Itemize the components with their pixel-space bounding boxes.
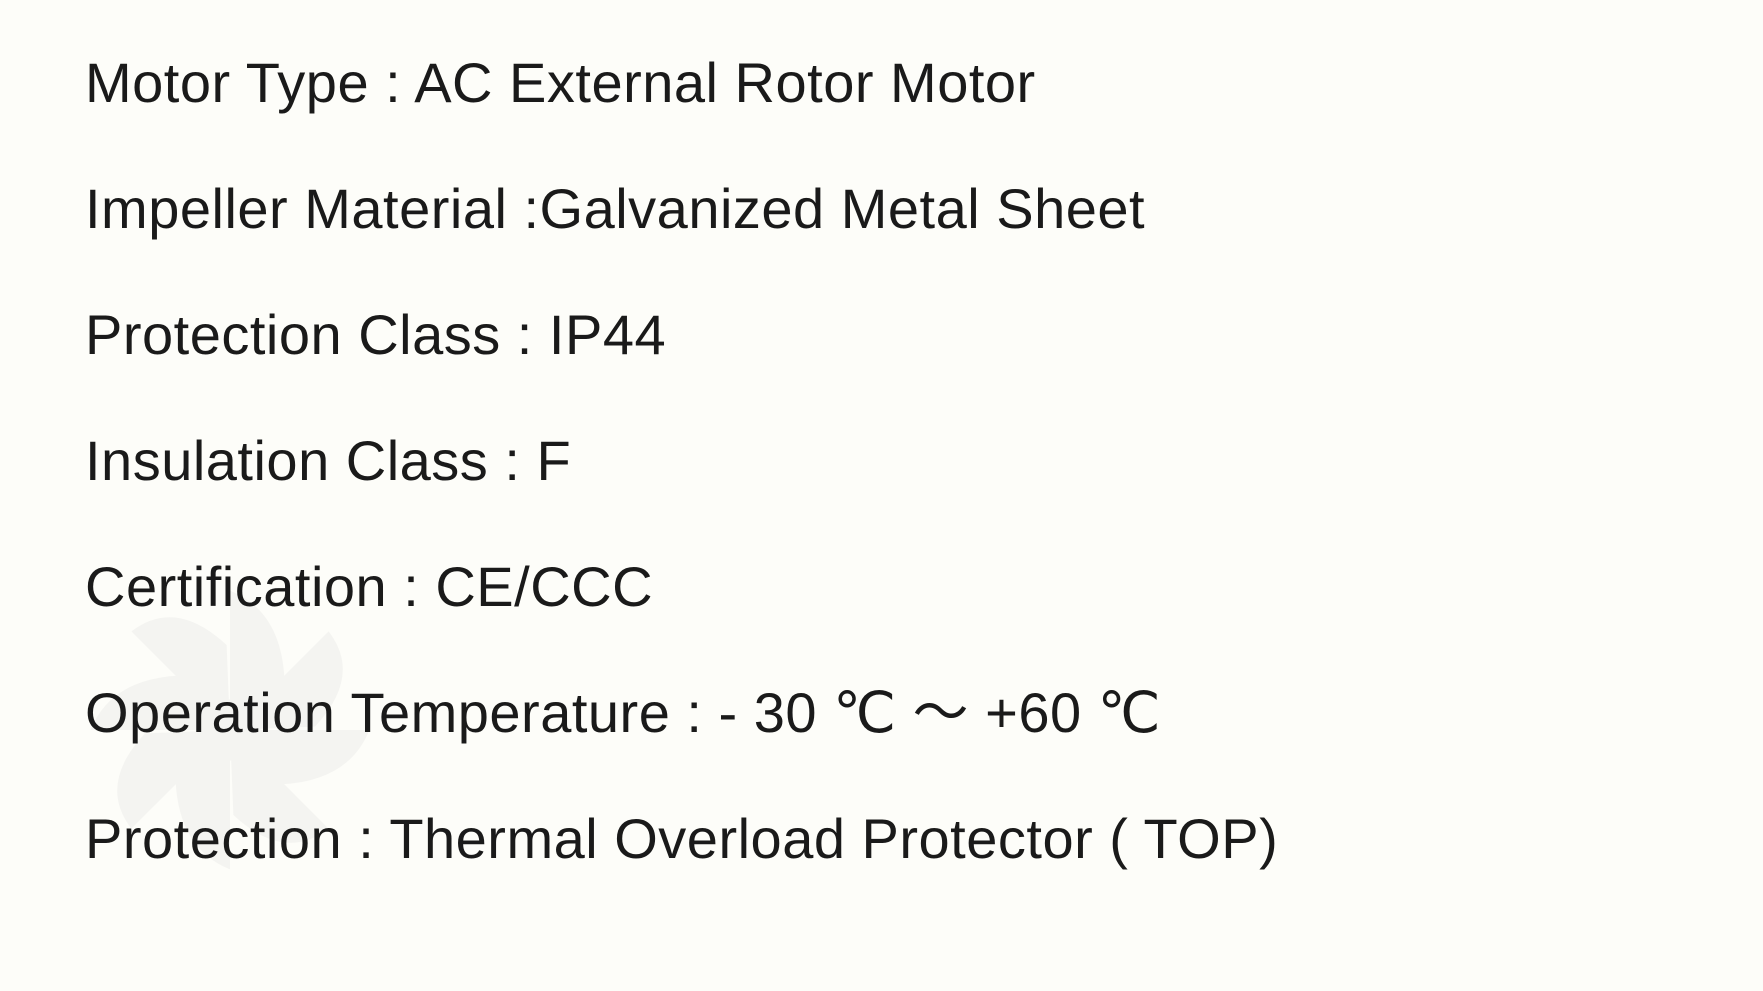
spec-label: Protection Class xyxy=(85,303,501,366)
spec-label: Certification xyxy=(85,555,387,618)
spec-insulation-class: Insulation Class : F xyxy=(85,433,1278,489)
spec-protection-class: Protection Class : IP44 xyxy=(85,307,1278,363)
spec-sep: : xyxy=(488,429,536,492)
spec-value: AC External Rotor Motor xyxy=(414,51,1035,114)
spec-value: F xyxy=(537,429,572,492)
spec-sep: : xyxy=(387,555,435,618)
spec-sep: : xyxy=(507,177,539,240)
spec-certification: Certification : CE/CCC xyxy=(85,559,1278,615)
spec-label: Operation Temperature xyxy=(85,681,670,744)
spec-value: CE/CCC xyxy=(435,555,653,618)
spec-value: Galvanized Metal Sheet xyxy=(540,177,1146,240)
spec-value: Thermal Overload Protector ( TOP) xyxy=(389,807,1278,870)
spec-label: Insulation Class xyxy=(85,429,488,492)
spec-impeller-material: Impeller Material :Galvanized Metal Shee… xyxy=(85,181,1278,237)
spec-sep: : xyxy=(342,807,389,870)
spec-label: Motor Type xyxy=(85,51,369,114)
spec-label: Protection xyxy=(85,807,342,870)
spec-list: Motor Type : AC External Rotor Motor Imp… xyxy=(85,55,1278,937)
spec-sep: : xyxy=(369,51,414,114)
spec-sep: : xyxy=(670,681,718,744)
spec-operation-temperature: Operation Temperature : - 30 ℃ ～ +60 ℃ xyxy=(85,685,1278,741)
spec-value: - 30 ℃ ～ +60 ℃ xyxy=(719,681,1162,744)
spec-motor-type: Motor Type : AC External Rotor Motor xyxy=(85,55,1278,111)
spec-sep: : xyxy=(501,303,549,366)
spec-label: Impeller Material xyxy=(85,177,507,240)
spec-value: IP44 xyxy=(549,303,666,366)
spec-protection: Protection : Thermal Overload Protector … xyxy=(85,811,1278,867)
